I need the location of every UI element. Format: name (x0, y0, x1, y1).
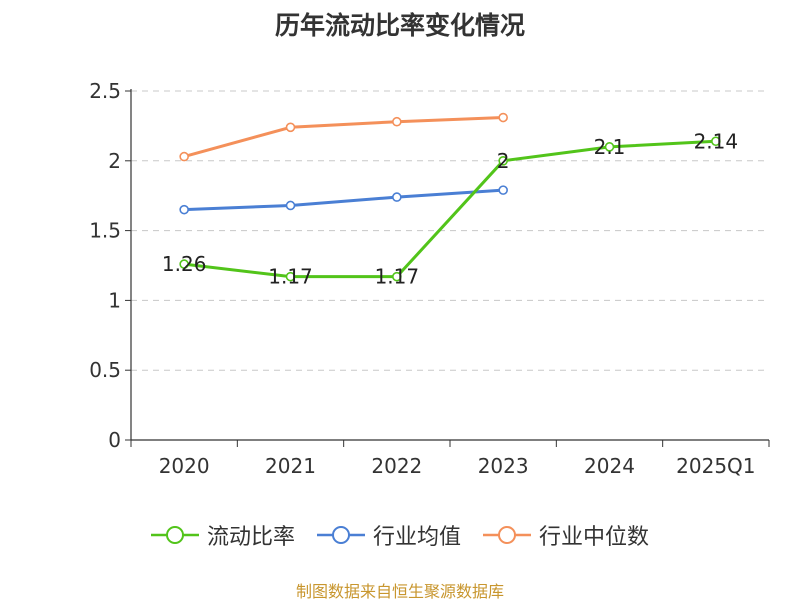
gridlines (131, 90, 769, 371)
data-label: 1.17 (268, 265, 313, 289)
axes: 0 0.5 1 1.5 2 2.5 2020 2021 2022 2023 2024 2025Q1 (89, 79, 770, 478)
legend-line-marker-icon (150, 526, 199, 544)
x-tick-label: 2024 (584, 454, 635, 478)
chart-title: 历年流动比率变化情况 (274, 11, 525, 40)
data-point (285, 200, 296, 211)
data-label: 1.26 (162, 252, 207, 276)
y-tick-label: 0.5 (89, 358, 121, 382)
legend-marker (498, 526, 516, 544)
data-label: 2.14 (694, 129, 739, 153)
legend-item-industry-median[interactable]: 行业中位数 (483, 519, 649, 551)
data-label: 1.17 (375, 265, 420, 289)
legend-line-marker-icon (316, 526, 365, 544)
data-point (179, 151, 189, 162)
y-tick-label: 1.5 (89, 219, 121, 243)
data-point (498, 112, 508, 123)
data-label: 2.1 (594, 135, 626, 159)
legend-label: 行业中位数 (539, 525, 650, 550)
data-point (285, 271, 296, 282)
data-point (179, 259, 189, 269)
data-point (711, 136, 721, 147)
y-tick-label: 2.5 (89, 79, 121, 103)
series-line (183, 139, 716, 279)
legend-line-marker-icon (483, 526, 531, 544)
legend: 流动比率 行业均值 行业中位数 (0, 519, 800, 551)
y-tick-label: 0 (108, 428, 121, 452)
series-lines (179, 112, 721, 282)
x-tick-label: 2025Q1 (676, 454, 755, 478)
data-point (392, 192, 402, 202)
series-line (184, 188, 504, 212)
data-point (498, 185, 508, 195)
data-point (179, 204, 189, 215)
y-tick-label: 2 (108, 149, 121, 173)
data-labels: 1.26 1.17 1.17 2 2.1 2.14 (162, 129, 738, 288)
source-note: 制图数据来自恒生聚源数据库 (295, 582, 504, 601)
legend-item-current-ratio[interactable]: 流动比率 (150, 519, 295, 551)
legend-label: 行业均值 (372, 525, 461, 550)
data-point (604, 142, 615, 152)
x-tick-label: 2021 (265, 454, 316, 478)
x-tick-label: 2020 (159, 454, 210, 478)
data-point (498, 156, 508, 166)
data-label: 2 (497, 149, 510, 173)
x-tick-label: 2023 (478, 454, 529, 478)
data-point (392, 116, 402, 127)
data-point (285, 122, 296, 133)
data-point (392, 271, 402, 282)
legend-item-industry-average[interactable]: 行业均值 (316, 519, 461, 551)
series-line (183, 116, 504, 159)
legend-marker (165, 526, 184, 544)
legend-marker (331, 526, 350, 544)
y-tick-label: 1 (108, 288, 121, 312)
legend-label: 流动比率 (206, 525, 295, 550)
x-tick-label: 2022 (371, 454, 422, 478)
